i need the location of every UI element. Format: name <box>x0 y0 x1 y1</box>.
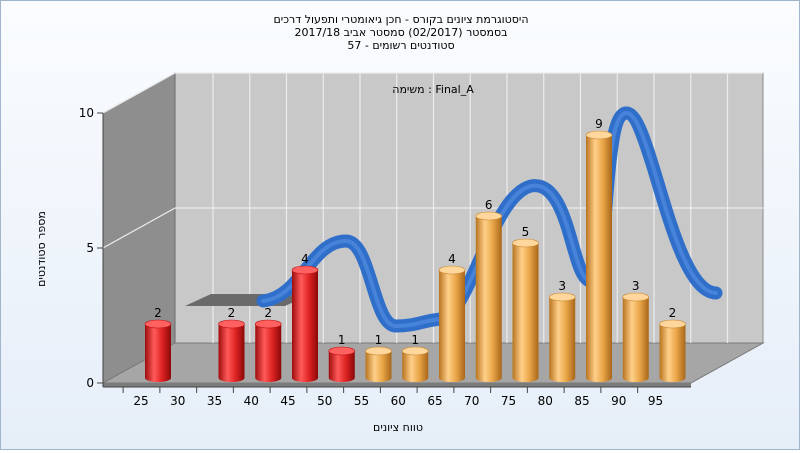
bar-body <box>622 297 649 382</box>
x-tick-label: 35 <box>207 394 222 408</box>
chart-title-line-3: סטודנטים רשומים - 57 <box>347 39 454 52</box>
bar-body <box>328 351 355 382</box>
x-tick-label: 85 <box>574 394 589 408</box>
x-tick-label: 40 <box>244 394 259 408</box>
x-tick-label: 90 <box>611 394 626 408</box>
x-tick-label: 75 <box>501 394 516 408</box>
bar-top <box>475 211 503 221</box>
x-tick-label: 65 <box>427 394 442 408</box>
bar: 3 <box>622 279 650 382</box>
bar: 1 <box>328 333 356 382</box>
bar: 6 <box>475 198 503 382</box>
chart-title-line-1: היסטוגרמת ציונים בקורס - חכן גיאומטרי ות… <box>273 13 528 26</box>
bar-value-label: 4 <box>448 252 456 266</box>
bar-body <box>439 270 465 382</box>
gridline-h-left <box>102 72 176 114</box>
x-tick-label: 25 <box>133 394 148 408</box>
bar-value-label: 1 <box>411 333 419 347</box>
bar: 2 <box>218 306 245 382</box>
task-label: משימה : Final_A <box>392 83 474 96</box>
bar-value-label: 2 <box>228 306 236 320</box>
bar-value-label: 3 <box>632 279 640 293</box>
y-axis-title: מספר סטודנטים <box>35 211 48 287</box>
bar-value-label: 9 <box>595 117 603 131</box>
bar-body <box>586 135 612 382</box>
y-tick-label: 10 <box>79 106 94 120</box>
bar-value-label: 2 <box>669 306 677 320</box>
x-tick-label: 95 <box>648 394 663 408</box>
gridline-h-left <box>102 207 176 249</box>
bar-top <box>144 319 172 329</box>
x-tick-label: 50 <box>317 394 332 408</box>
bar-value-label: 4 <box>301 252 309 266</box>
bar-top <box>622 292 650 302</box>
bar-body <box>549 297 576 382</box>
bar-body <box>292 270 318 382</box>
y-tick-label: 5 <box>86 241 94 255</box>
bar-body <box>512 243 539 382</box>
bar-top <box>254 319 282 329</box>
bar-body <box>402 351 429 382</box>
bar-body <box>145 324 171 382</box>
bar-top <box>401 346 429 356</box>
bar-value-label: 1 <box>338 333 346 347</box>
bar: 1 <box>401 333 429 382</box>
bar-value-label: 6 <box>485 198 493 212</box>
x-tick-label: 80 <box>538 394 553 408</box>
bar: 4 <box>438 252 466 382</box>
bar: 9 <box>585 117 613 382</box>
x-tick-label: 70 <box>464 394 479 408</box>
bar-body <box>218 324 245 382</box>
bar: 3 <box>548 279 576 382</box>
bar-top <box>365 346 392 356</box>
bar-value-label: 2 <box>154 306 162 320</box>
x-tick-label: 45 <box>280 394 295 408</box>
distribution-curve <box>185 106 723 333</box>
bar: 4 <box>291 252 319 382</box>
bar-top <box>548 292 576 302</box>
bar-body <box>365 351 392 382</box>
bar-value-label: 5 <box>522 225 530 239</box>
bar-top <box>218 319 245 329</box>
bar-body <box>255 324 282 382</box>
bar: 1 <box>365 333 392 382</box>
bar-top <box>328 346 356 356</box>
bar-value-label: 1 <box>375 333 383 347</box>
x-tick-label: 30 <box>170 394 185 408</box>
curve-highlight <box>261 110 718 329</box>
bar-value-label: 2 <box>264 306 272 320</box>
floor-front-edge <box>103 383 691 387</box>
bar-top <box>512 238 539 248</box>
y-tick-label: 0 <box>86 376 94 390</box>
bar-top <box>291 265 319 275</box>
bar-top <box>585 130 613 140</box>
chart-title-line-2: בסמסטר (02/2017) סמסטר אביב 2017/18 <box>294 26 507 39</box>
bar: 2 <box>144 306 172 382</box>
bars: 2 2 2 4 1 1 1 4 6 5 3 9 3 2 <box>144 117 686 382</box>
bar: 5 <box>512 225 539 382</box>
bar-body <box>475 216 502 382</box>
bar: 2 <box>659 306 686 382</box>
bar-top <box>438 265 466 275</box>
bar-value-label: 3 <box>558 279 566 293</box>
bar-top <box>659 319 686 329</box>
x-axis-title: טווח ציונים <box>373 421 423 434</box>
x-tick-label: 55 <box>354 394 369 408</box>
y-axis-ticks: 0 5 10 <box>79 106 103 390</box>
bar-body <box>659 324 686 382</box>
bar: 2 <box>254 306 282 382</box>
x-tick-label: 60 <box>391 394 406 408</box>
x-axis-ticks: 25 30 35 40 45 50 55 60 65 70 75 80 85 90 95 <box>122 387 663 408</box>
